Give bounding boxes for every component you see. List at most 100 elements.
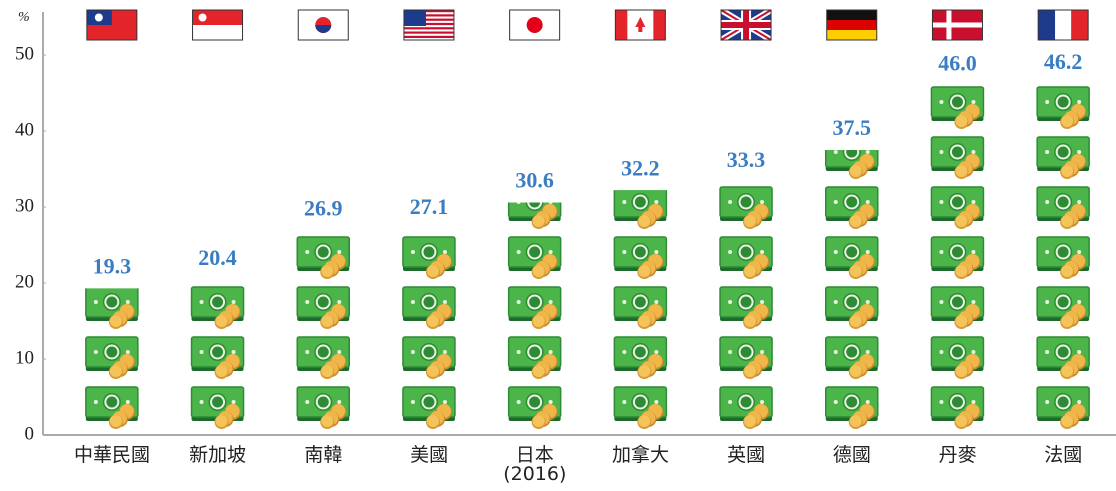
value-label: 27.1 bbox=[410, 194, 449, 219]
flag-part bbox=[403, 10, 454, 13]
money-icon bbox=[84, 336, 139, 380]
money-icon bbox=[507, 336, 562, 380]
x-tick-label: 英國 bbox=[727, 444, 766, 466]
money-icon bbox=[824, 286, 879, 330]
y-tick-label: 30 bbox=[15, 195, 34, 216]
pictograph-bar bbox=[613, 190, 668, 430]
money-icon bbox=[1036, 386, 1091, 430]
money-icon bbox=[719, 186, 774, 230]
money-icon bbox=[401, 336, 456, 380]
money-icon bbox=[401, 236, 456, 280]
flag-part bbox=[826, 10, 877, 20]
money-icon bbox=[1036, 336, 1091, 380]
x-tick-label: 中華民國 bbox=[73, 444, 150, 466]
money-icon bbox=[720, 87, 772, 129]
flag-part bbox=[198, 13, 207, 22]
money-icon bbox=[296, 286, 351, 330]
money-icon bbox=[824, 386, 879, 430]
pictograph-bar bbox=[296, 137, 351, 430]
money-icon bbox=[190, 336, 245, 380]
flag-border bbox=[1037, 9, 1089, 41]
money-icon bbox=[297, 137, 349, 179]
flag bbox=[509, 9, 561, 41]
money-icon bbox=[613, 236, 668, 280]
flag-part bbox=[192, 10, 243, 25]
money-icon bbox=[613, 336, 668, 380]
x-tick-label: 日本 (2016) bbox=[503, 444, 567, 485]
pictograph-bar bbox=[930, 86, 985, 430]
flag-part bbox=[1071, 10, 1089, 40]
money-icon bbox=[1036, 86, 1091, 130]
flag-part bbox=[721, 22, 772, 28]
flag-border bbox=[826, 9, 878, 41]
money-icon bbox=[930, 86, 985, 130]
money-icon bbox=[930, 186, 985, 230]
flag-part bbox=[1055, 10, 1072, 40]
money-icon bbox=[719, 386, 774, 430]
flag bbox=[719, 7, 773, 43]
flag-border bbox=[297, 9, 349, 41]
money-icon bbox=[1036, 186, 1091, 230]
money-icon bbox=[930, 286, 985, 330]
money-icon bbox=[296, 336, 351, 380]
value-label: 20.4 bbox=[198, 245, 237, 270]
money-icon bbox=[613, 286, 668, 330]
money-icon bbox=[507, 386, 562, 430]
flag-border bbox=[720, 9, 772, 41]
flag-border bbox=[192, 9, 244, 41]
money-icon bbox=[507, 286, 562, 330]
money-icon bbox=[401, 386, 456, 430]
pictograph-bar bbox=[401, 137, 456, 430]
value-label: 30.6 bbox=[515, 167, 554, 192]
y-tick-label: 20 bbox=[15, 271, 34, 292]
money-icon bbox=[930, 336, 985, 380]
flag-part bbox=[403, 27, 454, 30]
value-label: 26.9 bbox=[304, 196, 343, 221]
money-icon bbox=[824, 336, 879, 380]
flag bbox=[826, 9, 878, 41]
x-tick-label: 法國 bbox=[1044, 444, 1083, 466]
value-label: 46.0 bbox=[938, 50, 977, 75]
money-icon bbox=[719, 236, 774, 280]
flag-part bbox=[635, 17, 646, 32]
money-icon bbox=[192, 187, 244, 229]
flag-part bbox=[403, 35, 454, 38]
money-icon bbox=[930, 136, 985, 180]
value-label: 19.3 bbox=[93, 253, 132, 278]
flag-part bbox=[826, 20, 877, 30]
flag-part bbox=[653, 10, 666, 40]
money-icon bbox=[719, 286, 774, 330]
money-icon bbox=[296, 386, 351, 430]
y-tick-label: 0 bbox=[25, 423, 35, 444]
flag-border bbox=[931, 9, 983, 41]
flag-border bbox=[403, 9, 455, 41]
money-icon bbox=[403, 137, 455, 179]
flag-part bbox=[403, 14, 454, 17]
flag-part bbox=[1038, 10, 1056, 40]
money-icon bbox=[401, 286, 456, 330]
x-tick-label: 加拿大 bbox=[611, 444, 669, 466]
x-tick-label: 南韓 bbox=[304, 444, 343, 466]
flag-part bbox=[403, 22, 454, 26]
flag-part bbox=[94, 13, 103, 22]
flag-part bbox=[826, 30, 877, 40]
money-icon bbox=[1036, 286, 1091, 330]
flag bbox=[614, 9, 666, 41]
flag-part bbox=[315, 25, 332, 33]
money-icon bbox=[824, 150, 879, 180]
money-icon bbox=[190, 286, 245, 330]
money-icon bbox=[824, 236, 879, 280]
flag bbox=[1037, 9, 1089, 41]
flag-part bbox=[526, 17, 543, 33]
money-icon bbox=[507, 202, 562, 230]
x-tick-label: 丹麥 bbox=[938, 444, 977, 466]
flag-part bbox=[615, 10, 628, 40]
y-tick-label: 40 bbox=[15, 119, 34, 140]
pictograph-bar bbox=[190, 187, 245, 430]
flag bbox=[86, 9, 138, 41]
flag bbox=[192, 9, 244, 41]
money-icon bbox=[613, 386, 668, 430]
money-icon bbox=[824, 186, 879, 230]
